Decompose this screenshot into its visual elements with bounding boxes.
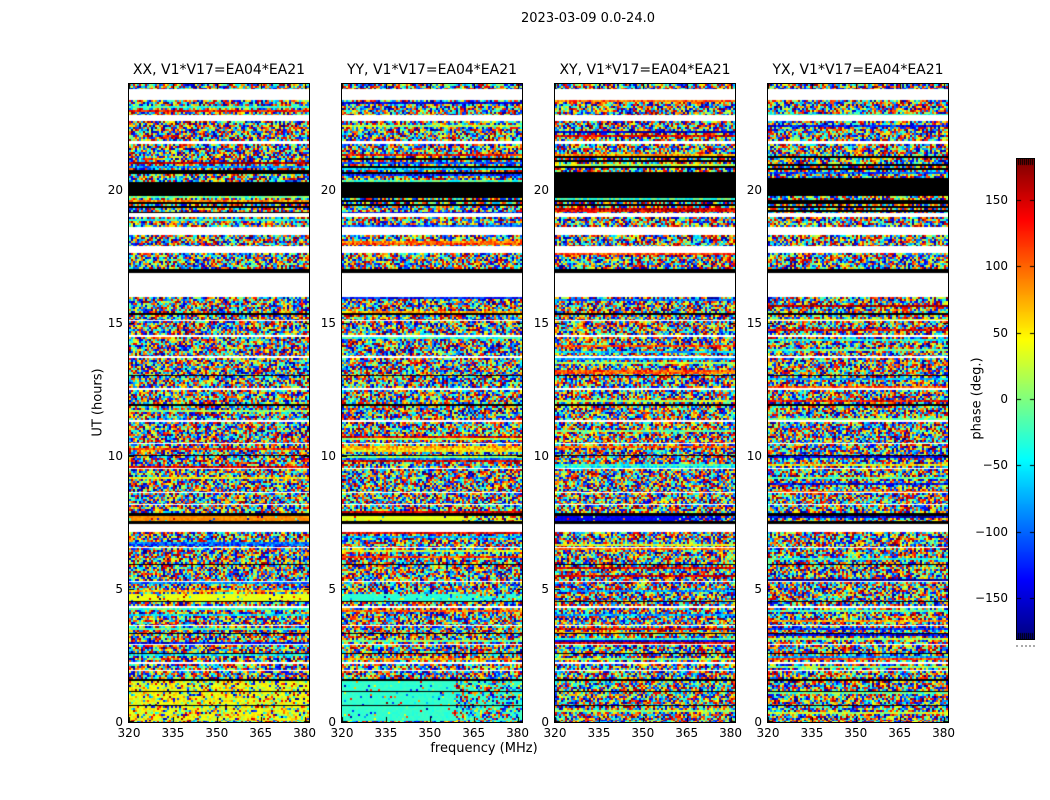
colorbar-tick-label--100: −100 <box>964 524 1008 540</box>
x-axis-label: frequency (MHz) <box>430 741 537 756</box>
figure-title: 2023-03-09 0.0-24.0 <box>521 11 655 26</box>
panel-title-XY: XY, V1*V17=EA04*EA21 <box>559 62 730 78</box>
colorbar-tick-label--50: −50 <box>964 457 1008 473</box>
y-tick-label-YX-20: 20 <box>722 182 762 198</box>
colorbar-tick-label-50: 50 <box>964 325 1008 341</box>
y-tick-label-YY-20: 20 <box>296 182 336 198</box>
heatmap-canvas-XY <box>555 84 735 722</box>
y-tick-label-XX-0: 0 <box>83 714 123 730</box>
heatmap-canvas-YX <box>768 84 948 722</box>
panel-YX: YX, V1*V17=EA04*EA21 <box>767 83 949 723</box>
panel-title-YY: YY, V1*V17=EA04*EA21 <box>347 62 517 78</box>
y-tick-label-YX-10: 10 <box>722 448 762 464</box>
colorbar-tick-label-0: 0 <box>964 391 1008 407</box>
x-tick-label-YX-380: 380 <box>922 725 966 741</box>
colorbar-tick-label-100: 100 <box>964 258 1008 274</box>
x-tick-label-YX-335: 335 <box>790 725 834 741</box>
y-tick-label-YX-5: 5 <box>722 581 762 597</box>
x-tick-label-YX-365: 365 <box>878 725 922 741</box>
x-tick-label-YY-335: 335 <box>364 725 408 741</box>
y-tick-label-XY-10: 10 <box>509 448 549 464</box>
x-tick-label-YX-350: 350 <box>834 725 878 741</box>
y-tick-label-XY-5: 5 <box>509 581 549 597</box>
y-axis-label: UT (hours) <box>91 303 106 503</box>
phase-waterfall-figure: 2023-03-09 0.0-24.0 XX, V1*V17=EA04*EA21… <box>0 0 1050 800</box>
panel-title-YX: YX, V1*V17=EA04*EA21 <box>772 62 943 78</box>
panel-title-XX: XX, V1*V17=EA04*EA21 <box>133 62 305 78</box>
x-tick-label-XY-350: 350 <box>621 725 665 741</box>
x-tick-label-YY-350: 350 <box>408 725 452 741</box>
colorbar-end-dots <box>1016 645 1035 647</box>
y-tick-label-YY-0: 0 <box>296 714 336 730</box>
y-tick-label-XY-0: 0 <box>509 714 549 730</box>
y-tick-label-YY-15: 15 <box>296 315 336 331</box>
y-tick-label-XY-20: 20 <box>509 182 549 198</box>
x-tick-label-XX-365: 365 <box>239 725 283 741</box>
x-tick-label-XY-365: 365 <box>665 725 709 741</box>
colorbar <box>1016 158 1035 640</box>
y-tick-label-YX-0: 0 <box>722 714 762 730</box>
colorbar-tick-label--150: −150 <box>964 590 1008 606</box>
x-tick-label-YY-365: 365 <box>452 725 496 741</box>
x-tick-label-XY-335: 335 <box>577 725 621 741</box>
y-tick-label-YY-10: 10 <box>296 448 336 464</box>
panel-XX: XX, V1*V17=EA04*EA21 <box>128 83 310 723</box>
colorbar-gradient <box>1017 159 1034 639</box>
colorbar-tick-label-150: 150 <box>964 192 1008 208</box>
panel-XY: XY, V1*V17=EA04*EA21 <box>554 83 736 723</box>
y-tick-label-XX-20: 20 <box>83 182 123 198</box>
heatmap-canvas-YY <box>342 84 522 722</box>
y-tick-label-XX-10: 10 <box>83 448 123 464</box>
y-tick-label-XX-15: 15 <box>83 315 123 331</box>
panel-YY: YY, V1*V17=EA04*EA21 <box>341 83 523 723</box>
x-tick-label-XX-350: 350 <box>195 725 239 741</box>
y-tick-label-XY-15: 15 <box>509 315 549 331</box>
heatmap-canvas-XX <box>129 84 309 722</box>
y-tick-label-YX-15: 15 <box>722 315 762 331</box>
y-tick-label-YY-5: 5 <box>296 581 336 597</box>
x-tick-label-XX-335: 335 <box>151 725 195 741</box>
y-tick-label-XX-5: 5 <box>83 581 123 597</box>
